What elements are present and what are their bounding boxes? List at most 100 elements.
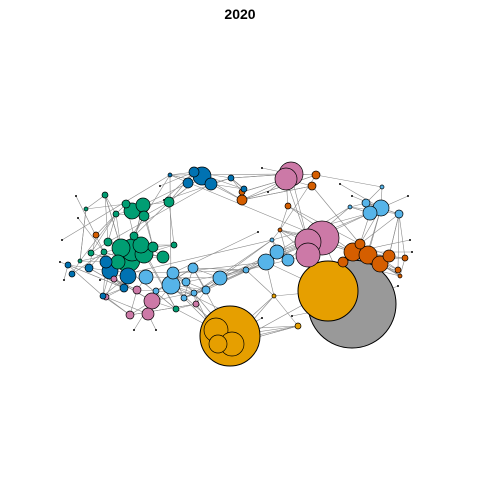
edge [192, 267, 247, 271]
sky-blue-node [362, 205, 378, 221]
edge [193, 239, 273, 294]
edge [104, 194, 117, 215]
vermillion-node [277, 227, 283, 233]
vermillion-node [311, 170, 321, 180]
edge [172, 269, 247, 274]
sky-blue-node [212, 270, 228, 286]
edge [159, 171, 195, 187]
leaf-node [339, 183, 341, 185]
vermillion-node [401, 254, 409, 262]
edge [398, 213, 406, 259]
green-node [170, 241, 178, 249]
blue-node [182, 177, 194, 189]
green-node [87, 249, 95, 257]
vermillion-node [337, 256, 349, 268]
edge [90, 213, 117, 254]
sky-blue-node [190, 289, 198, 297]
edge [273, 295, 299, 327]
edge [142, 182, 189, 206]
leaf-node [397, 285, 399, 287]
sky-blue-node [181, 277, 191, 287]
green-node [111, 238, 131, 258]
vermillion-node [358, 245, 378, 265]
sky-blue-node [281, 253, 295, 267]
sky-blue-node [269, 244, 285, 260]
green-node [101, 191, 109, 199]
edge [67, 264, 125, 289]
vermillion-node [394, 266, 402, 274]
edge [129, 303, 197, 316]
vermillion-node [307, 181, 317, 191]
green-node [163, 196, 175, 208]
sky-blue-node [347, 204, 353, 210]
edge [107, 213, 117, 243]
edge [77, 217, 105, 253]
edge [397, 213, 400, 271]
pink-node [110, 275, 118, 283]
edge [172, 261, 267, 274]
green-node [121, 199, 131, 209]
edge [169, 174, 172, 286]
orange-node [294, 322, 302, 330]
leaf-node [75, 195, 77, 197]
pink-node [141, 307, 155, 321]
blue-node [68, 270, 76, 278]
leaf-node [159, 185, 161, 187]
edge [311, 185, 361, 245]
sky-blue-node [269, 237, 275, 243]
sky-blue-node [257, 253, 275, 271]
edge [388, 213, 400, 257]
edge [245, 269, 275, 297]
sky-blue-node [379, 184, 385, 190]
leaf-node [411, 251, 413, 253]
leaf-node [77, 217, 79, 219]
sky-blue-node [152, 287, 160, 295]
edge [133, 201, 170, 237]
sky-blue-node [394, 209, 404, 219]
green-node [103, 237, 113, 247]
green-node [135, 197, 151, 213]
edge [95, 213, 117, 236]
plot-title: 2020 [224, 6, 256, 22]
node-layer [59, 161, 413, 367]
pink-node [274, 167, 298, 191]
green-node [172, 305, 180, 313]
blue-node [119, 267, 137, 285]
edge [241, 185, 313, 201]
vermillion-node [354, 238, 366, 250]
green-node [138, 210, 150, 222]
pink-node [192, 300, 200, 308]
vermillion-node [92, 231, 100, 239]
edge [279, 205, 289, 231]
blue-node [99, 292, 107, 300]
vermillion-node [284, 202, 292, 210]
edge [105, 296, 149, 315]
leaf-node [133, 329, 135, 331]
edge [107, 183, 212, 243]
pink-node [143, 292, 161, 310]
green-node [156, 250, 170, 264]
leaf-node [267, 191, 269, 193]
pink-node [125, 310, 135, 320]
blue-node [119, 283, 129, 293]
sky-blue-node [180, 294, 188, 302]
edge [163, 171, 195, 201]
sky-blue-node [166, 266, 180, 280]
edge [75, 195, 105, 253]
green-node [129, 231, 139, 241]
blue-node [204, 177, 218, 191]
leaf-node [59, 261, 61, 263]
leaf-node [407, 195, 409, 197]
edge [168, 201, 175, 246]
green-node [147, 241, 159, 253]
sky-blue-node [138, 269, 154, 285]
leaf-node [409, 239, 411, 241]
blue-node [84, 263, 94, 273]
vermillion-node [236, 194, 248, 206]
blue-node [167, 172, 173, 178]
blue-node [99, 255, 113, 269]
edge [219, 239, 273, 279]
leaf-node [99, 279, 101, 281]
blue-node [240, 185, 248, 193]
blue-node [227, 174, 235, 182]
